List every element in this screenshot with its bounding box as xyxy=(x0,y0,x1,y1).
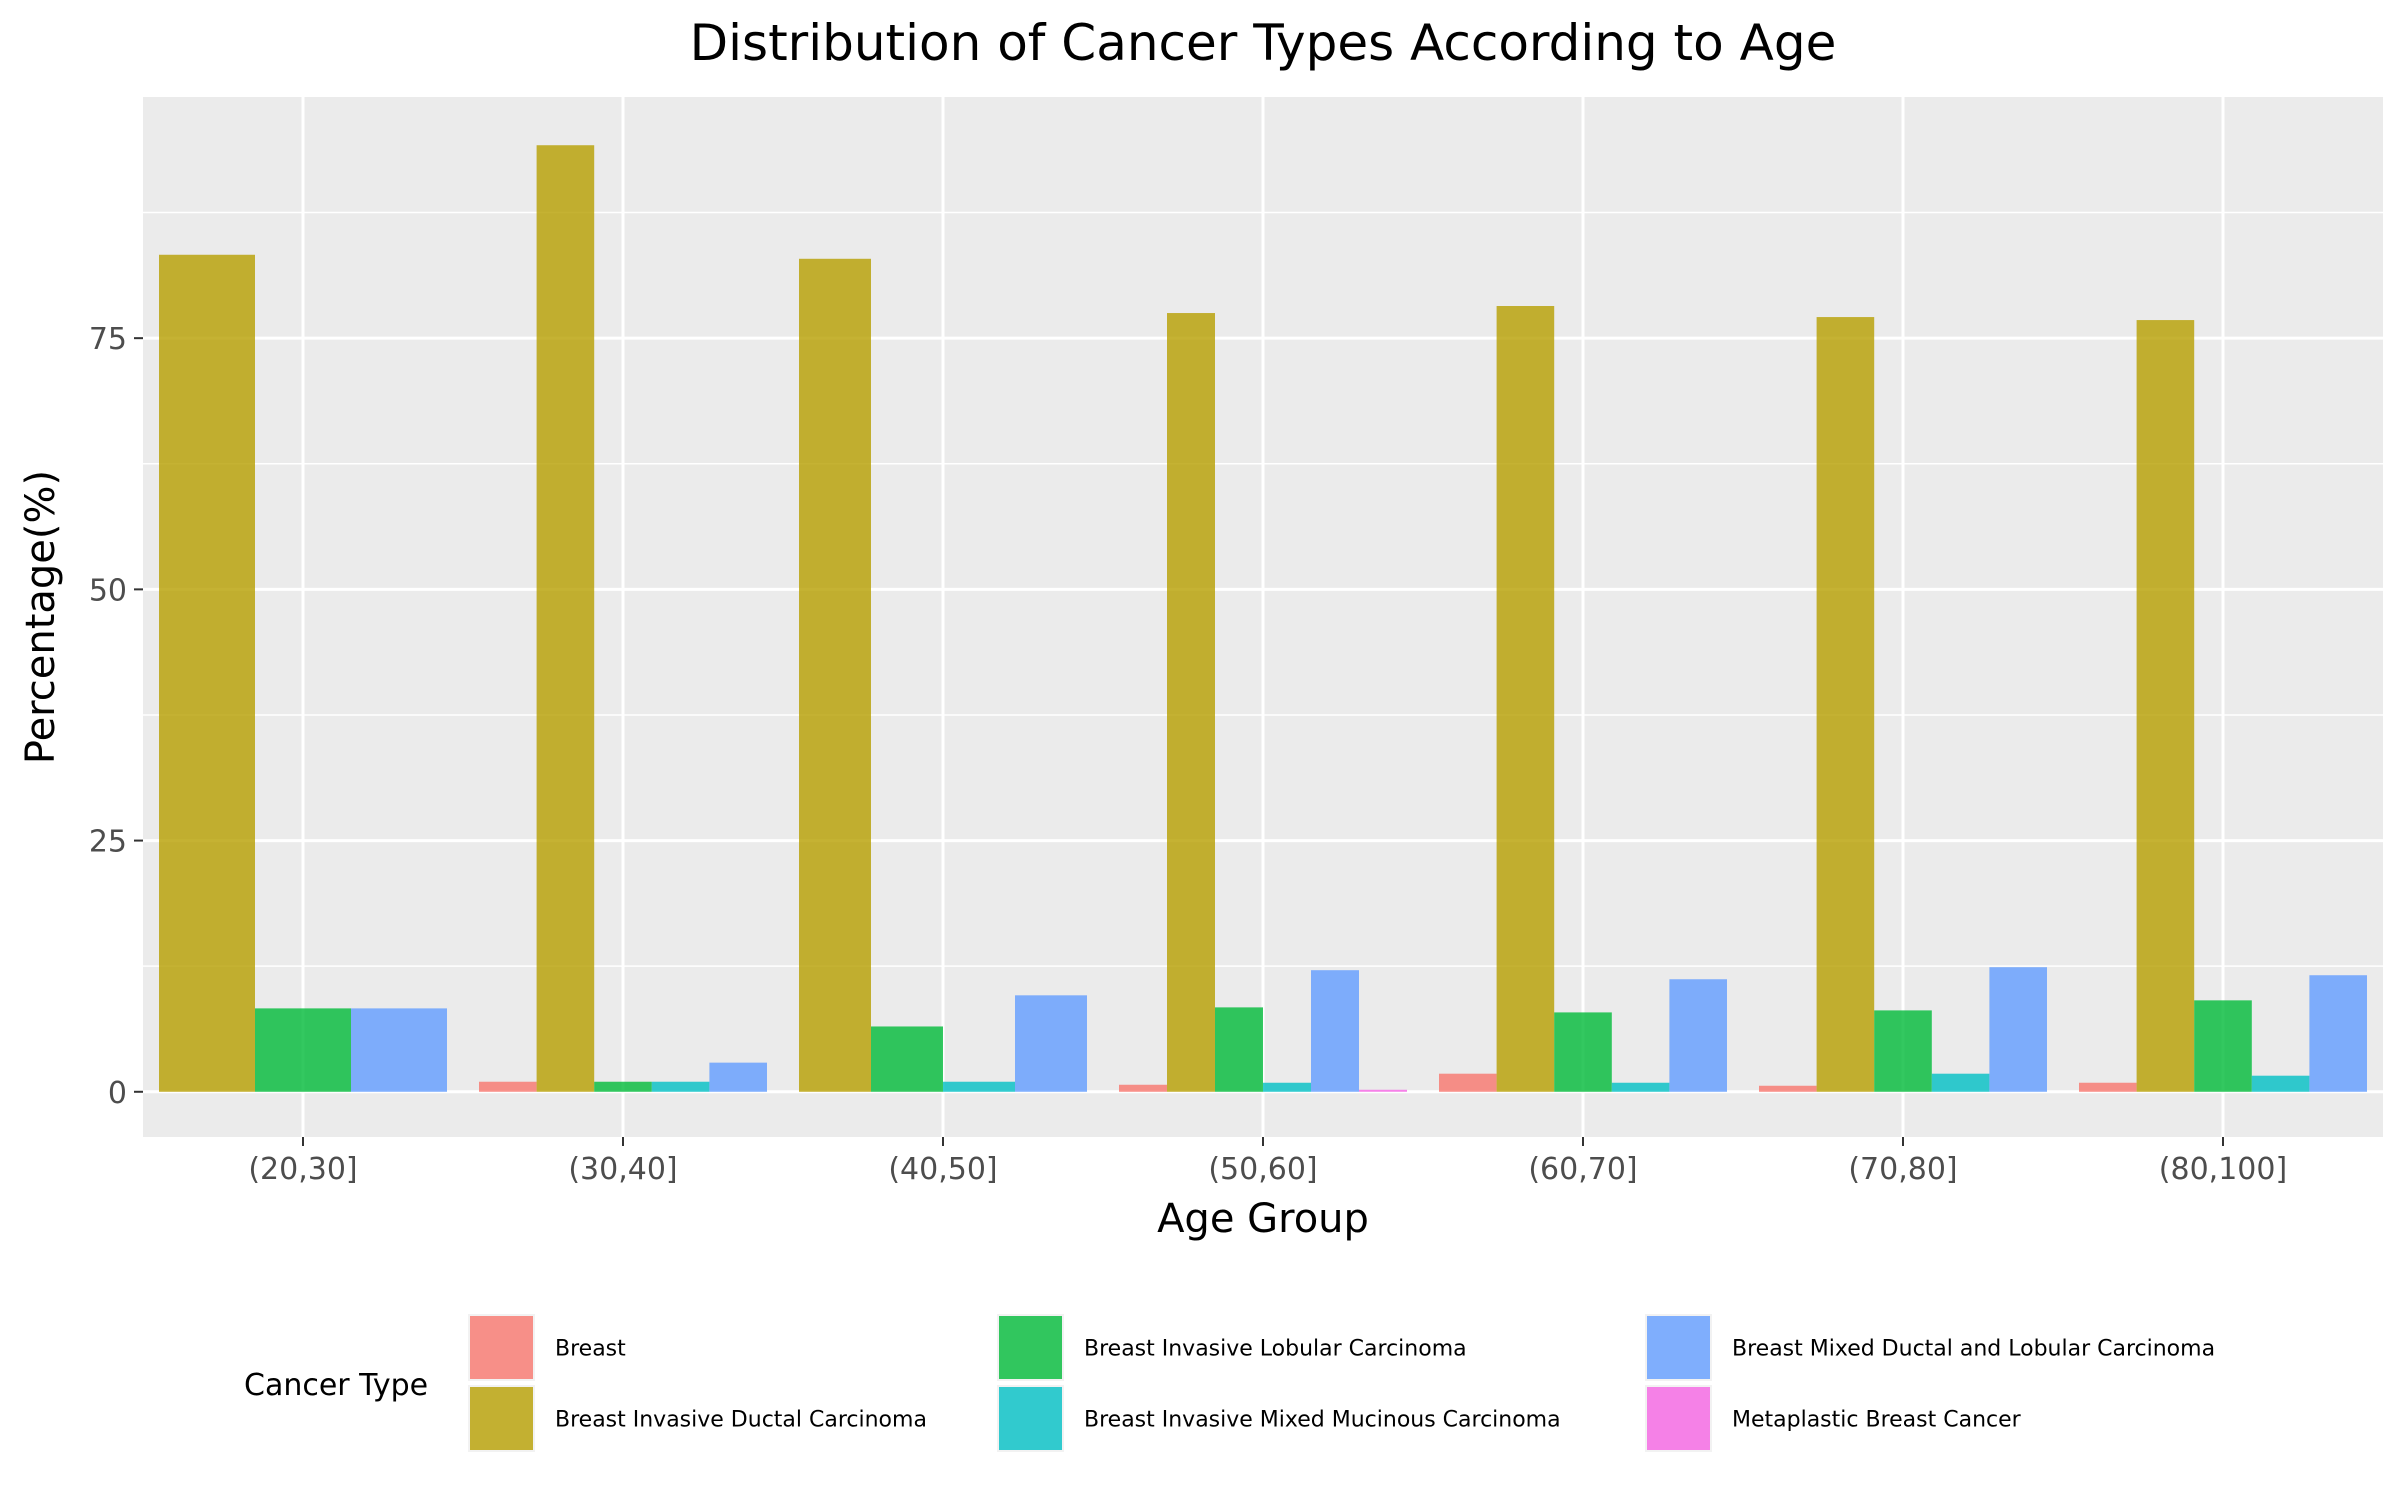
y-tick-label: 75 xyxy=(89,322,127,357)
bar xyxy=(1167,313,1215,1092)
legend-label: Breast xyxy=(555,1337,626,1362)
bar xyxy=(255,1008,351,1092)
bars xyxy=(159,145,2367,1092)
y-axis-title: Percentage(%) xyxy=(18,470,64,764)
bar xyxy=(1611,1082,1670,1092)
x-tick-label: (20,30] xyxy=(248,1152,357,1187)
x-tick-label: (70,80] xyxy=(1848,1152,1957,1187)
bar xyxy=(1311,970,1359,1092)
bar xyxy=(2309,975,2367,1092)
bar xyxy=(709,1062,767,1092)
bar xyxy=(651,1081,710,1092)
x-axis-title: Age Group xyxy=(1157,1196,1369,1242)
bar xyxy=(943,1081,1015,1092)
legend-swatch xyxy=(1647,1316,1710,1379)
x-tick-label: (60,70] xyxy=(1528,1152,1637,1187)
bar xyxy=(1015,995,1087,1092)
bar xyxy=(2136,320,2195,1092)
legend-label: Breast Invasive Lobular Carcinoma xyxy=(1084,1337,1467,1362)
bar xyxy=(1554,1012,1612,1092)
x-tick-label: (30,40] xyxy=(568,1152,677,1187)
bar xyxy=(799,258,871,1092)
legend-label: Breast Invasive Ductal Carcinoma xyxy=(555,1408,927,1433)
bar xyxy=(1874,1010,1932,1092)
legend-swatch xyxy=(470,1387,533,1450)
legend-swatch xyxy=(999,1316,1062,1379)
legend-swatch xyxy=(470,1316,533,1379)
y-tick-label: 50 xyxy=(89,573,127,608)
bar xyxy=(1669,979,1727,1092)
legend-items: Breast Breast Invasive Ductal Carcinoma Br… xyxy=(468,1314,2215,1452)
bar xyxy=(2079,1082,2137,1092)
bar xyxy=(351,1008,447,1092)
x-tick-label: (50,60] xyxy=(1208,1152,1317,1187)
y-axis: 0 25 50 75 xyxy=(89,322,143,1111)
bar xyxy=(2251,1075,2310,1092)
y-tick-label: 25 xyxy=(89,825,127,860)
legend-label: Breast Mixed Ductal and Lobular Carcinom… xyxy=(1732,1337,2215,1362)
legend-title: Cancer Type xyxy=(244,1368,428,1403)
x-tick-label: (80,100] xyxy=(2159,1152,2287,1187)
y-tick-label: 0 xyxy=(108,1076,127,1111)
bar xyxy=(1439,1073,1497,1092)
x-tick-label: (40,50] xyxy=(888,1152,997,1187)
grid-major xyxy=(143,97,2383,1137)
bar xyxy=(1759,1085,1817,1092)
chart-title: Distribution of Cancer Types According t… xyxy=(690,14,1837,72)
bar xyxy=(594,1081,652,1092)
bar xyxy=(1989,967,2047,1092)
bar xyxy=(1816,317,1875,1092)
bar xyxy=(159,254,255,1092)
bar xyxy=(1215,1007,1263,1092)
bar xyxy=(1119,1084,1167,1092)
legend-swatch xyxy=(999,1387,1062,1450)
x-axis: (20,30] (30,40] (40,50] (50,60] (60,70] (70,8… xyxy=(248,1137,2287,1187)
bar xyxy=(536,145,595,1092)
bar xyxy=(871,1026,943,1092)
legend-swatch xyxy=(1647,1387,1710,1450)
bar xyxy=(1496,306,1555,1092)
legend: Cancer Type Breast Breast Invasive Ductal… xyxy=(244,1314,2215,1452)
legend-label: Metaplastic Breast Cancer xyxy=(1732,1408,2022,1433)
bar xyxy=(2194,1000,2252,1092)
bar xyxy=(1931,1073,1990,1092)
bar xyxy=(1359,1089,1407,1092)
bar xyxy=(1263,1082,1311,1092)
legend-label: Breast Invasive Mixed Mucinous Carcinoma xyxy=(1084,1408,1561,1433)
bar xyxy=(479,1081,537,1092)
